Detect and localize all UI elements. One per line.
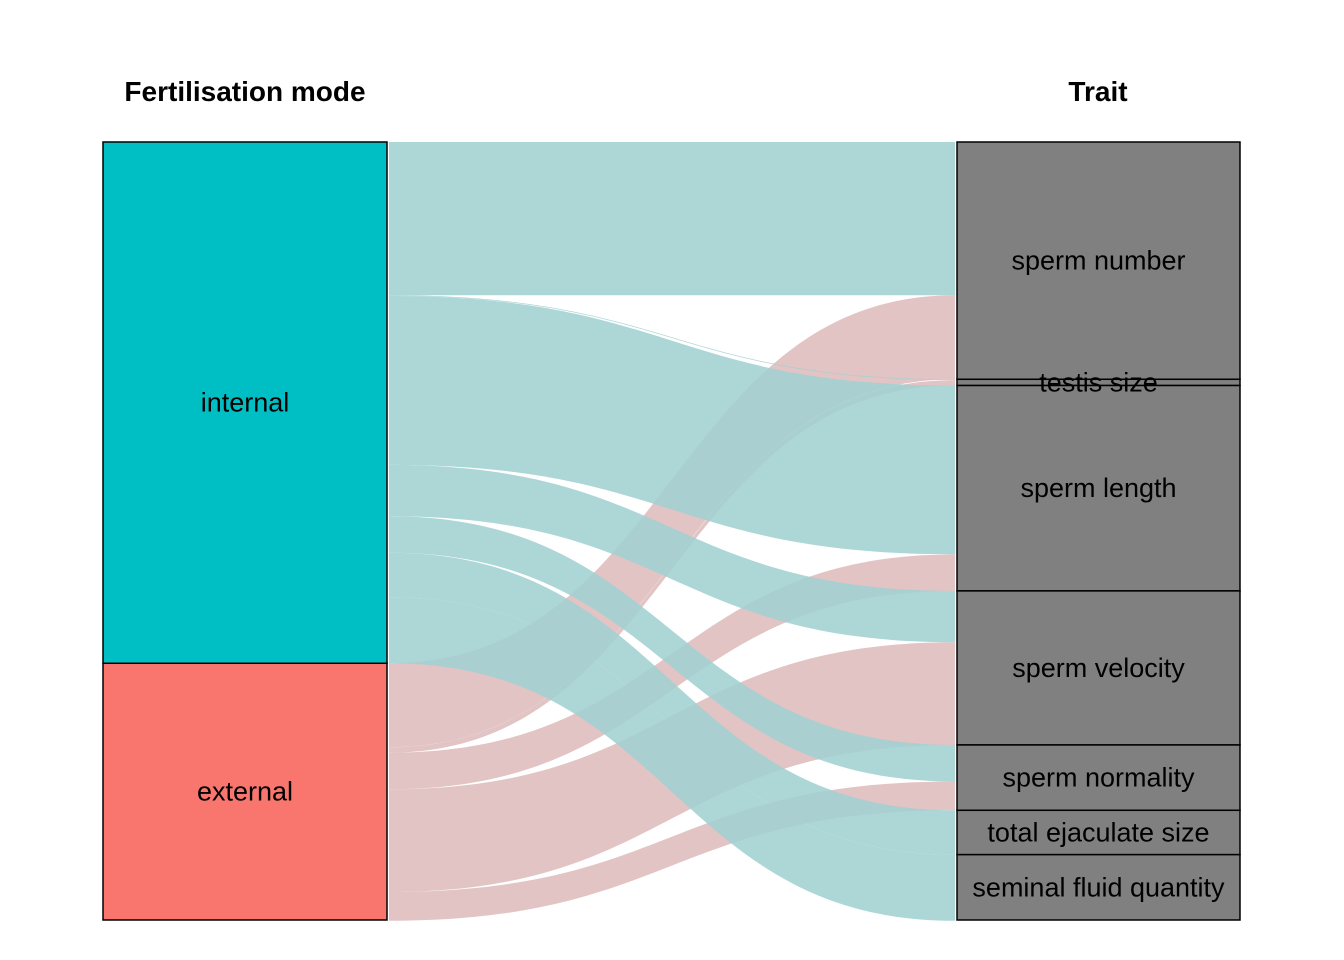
flow-external-to-sperm-length xyxy=(389,554,955,790)
flow-internal-to-sperm-velocity xyxy=(389,464,955,643)
flow-internal-to-sperm-length xyxy=(389,296,955,555)
flow-internal-to-seminal-fluid-quantity xyxy=(389,597,955,921)
stratum-label-testis-size: testis size xyxy=(1039,367,1158,397)
flow-internal-to-sperm-normality xyxy=(389,516,955,782)
flow-internal-to-total-ejaculate-size xyxy=(389,552,955,855)
stratum-sperm-number xyxy=(956,141,1241,381)
flow-internal-to-testis-size xyxy=(389,295,955,381)
stratum-total-ejaculate-size xyxy=(956,809,1241,856)
stratum-label-sperm-velocity: sperm velocity xyxy=(1012,653,1185,683)
stratum-sperm-velocity xyxy=(956,590,1241,746)
labels-group: internal external sperm number testis size s… xyxy=(197,246,1225,903)
right-axis-title: Trait xyxy=(1068,76,1127,107)
nodes-group xyxy=(102,141,1241,921)
stratum-sperm-normality xyxy=(956,744,1241,812)
stratum-sperm-length xyxy=(956,384,1241,592)
stratum-label-internal: internal xyxy=(201,388,290,418)
flow-internal-to-sperm-number xyxy=(389,142,955,296)
left-axis-title: Fertilisation mode xyxy=(124,76,365,107)
stratum-external xyxy=(102,662,388,921)
stratum-label-sperm-number: sperm number xyxy=(1011,246,1185,276)
stratum-label-sperm-length: sperm length xyxy=(1020,473,1176,503)
stratum-label-seminal-fluid-quantity: seminal fluid quantity xyxy=(972,872,1225,902)
stratum-internal xyxy=(102,141,388,665)
stratum-label-external: external xyxy=(197,777,293,807)
stratum-seminal-fluid-quantity xyxy=(956,853,1241,921)
stratum-label-sperm-normality: sperm normality xyxy=(1002,763,1195,793)
flows-group xyxy=(389,142,955,921)
stratum-label-total-ejaculate-size: total ejaculate size xyxy=(987,817,1209,847)
